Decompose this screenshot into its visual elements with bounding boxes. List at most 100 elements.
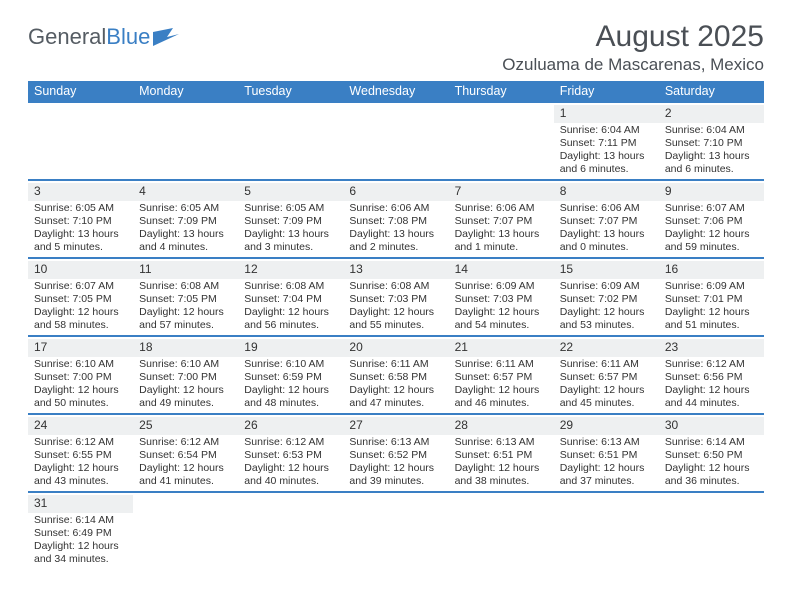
calendar-day-cell: 30Sunrise: 6:14 AMSunset: 6:50 PMDayligh… — [659, 414, 764, 492]
day-details: Sunrise: 6:14 AMSunset: 6:50 PMDaylight:… — [665, 436, 758, 489]
calendar-day-cell: 8Sunrise: 6:06 AMSunset: 7:07 PMDaylight… — [554, 180, 659, 258]
calendar-empty-cell — [659, 492, 764, 569]
day-number: 22 — [554, 339, 659, 357]
calendar-day-cell: 31Sunrise: 6:14 AMSunset: 6:49 PMDayligh… — [28, 492, 133, 569]
day-details: Sunrise: 6:13 AMSunset: 6:51 PMDaylight:… — [560, 436, 653, 489]
day-details: Sunrise: 6:14 AMSunset: 6:49 PMDaylight:… — [34, 514, 127, 567]
day-details: Sunrise: 6:12 AMSunset: 6:53 PMDaylight:… — [244, 436, 337, 489]
day-number: 3 — [28, 183, 133, 201]
day-number: 10 — [28, 261, 133, 279]
title-block: August 2025 Ozuluama de Mascarenas, Mexi… — [502, 20, 764, 75]
calendar-day-cell: 17Sunrise: 6:10 AMSunset: 7:00 PMDayligh… — [28, 336, 133, 414]
calendar-head: SundayMondayTuesdayWednesdayThursdayFrid… — [28, 81, 764, 102]
day-number: 5 — [238, 183, 343, 201]
calendar-day-cell: 21Sunrise: 6:11 AMSunset: 6:57 PMDayligh… — [449, 336, 554, 414]
day-number: 19 — [238, 339, 343, 357]
day-number: 12 — [238, 261, 343, 279]
calendar-day-cell: 13Sunrise: 6:08 AMSunset: 7:03 PMDayligh… — [343, 258, 448, 336]
calendar-week-row: 31Sunrise: 6:14 AMSunset: 6:49 PMDayligh… — [28, 492, 764, 569]
day-details: Sunrise: 6:12 AMSunset: 6:54 PMDaylight:… — [139, 436, 232, 489]
day-details: Sunrise: 6:08 AMSunset: 7:03 PMDaylight:… — [349, 280, 442, 333]
calendar-week-row: 10Sunrise: 6:07 AMSunset: 7:05 PMDayligh… — [28, 258, 764, 336]
day-details: Sunrise: 6:05 AMSunset: 7:09 PMDaylight:… — [244, 202, 337, 255]
calendar-day-cell: 23Sunrise: 6:12 AMSunset: 6:56 PMDayligh… — [659, 336, 764, 414]
calendar-day-cell: 18Sunrise: 6:10 AMSunset: 7:00 PMDayligh… — [133, 336, 238, 414]
day-details: Sunrise: 6:08 AMSunset: 7:05 PMDaylight:… — [139, 280, 232, 333]
day-number: 27 — [343, 417, 448, 435]
day-details: Sunrise: 6:13 AMSunset: 6:51 PMDaylight:… — [455, 436, 548, 489]
day-header: Saturday — [659, 81, 764, 102]
day-header: Sunday — [28, 81, 133, 102]
day-header: Monday — [133, 81, 238, 102]
day-details: Sunrise: 6:05 AMSunset: 7:09 PMDaylight:… — [139, 202, 232, 255]
day-number: 17 — [28, 339, 133, 357]
day-number: 6 — [343, 183, 448, 201]
calendar-day-cell: 6Sunrise: 6:06 AMSunset: 7:08 PMDaylight… — [343, 180, 448, 258]
day-details: Sunrise: 6:04 AMSunset: 7:10 PMDaylight:… — [665, 124, 758, 177]
day-number: 26 — [238, 417, 343, 435]
day-details: Sunrise: 6:09 AMSunset: 7:02 PMDaylight:… — [560, 280, 653, 333]
day-header: Wednesday — [343, 81, 448, 102]
calendar-day-cell: 22Sunrise: 6:11 AMSunset: 6:57 PMDayligh… — [554, 336, 659, 414]
day-number: 13 — [343, 261, 448, 279]
calendar-empty-cell — [28, 102, 133, 180]
calendar-day-cell: 7Sunrise: 6:06 AMSunset: 7:07 PMDaylight… — [449, 180, 554, 258]
calendar-day-cell: 25Sunrise: 6:12 AMSunset: 6:54 PMDayligh… — [133, 414, 238, 492]
day-details: Sunrise: 6:07 AMSunset: 7:05 PMDaylight:… — [34, 280, 127, 333]
day-header: Thursday — [449, 81, 554, 102]
day-number: 28 — [449, 417, 554, 435]
calendar-day-cell: 19Sunrise: 6:10 AMSunset: 6:59 PMDayligh… — [238, 336, 343, 414]
day-details: Sunrise: 6:04 AMSunset: 7:11 PMDaylight:… — [560, 124, 653, 177]
day-details: Sunrise: 6:11 AMSunset: 6:58 PMDaylight:… — [349, 358, 442, 411]
day-number: 4 — [133, 183, 238, 201]
calendar-week-row: 1Sunrise: 6:04 AMSunset: 7:11 PMDaylight… — [28, 102, 764, 180]
day-details: Sunrise: 6:05 AMSunset: 7:10 PMDaylight:… — [34, 202, 127, 255]
day-number: 29 — [554, 417, 659, 435]
calendar-empty-cell — [449, 102, 554, 180]
calendar-day-cell: 3Sunrise: 6:05 AMSunset: 7:10 PMDaylight… — [28, 180, 133, 258]
calendar-week-row: 24Sunrise: 6:12 AMSunset: 6:55 PMDayligh… — [28, 414, 764, 492]
page: GeneralBlue August 2025 Ozuluama de Masc… — [0, 0, 792, 580]
calendar-table: SundayMondayTuesdayWednesdayThursdayFrid… — [28, 81, 764, 570]
day-details: Sunrise: 6:10 AMSunset: 7:00 PMDaylight:… — [139, 358, 232, 411]
day-details: Sunrise: 6:12 AMSunset: 6:56 PMDaylight:… — [665, 358, 758, 411]
day-number: 16 — [659, 261, 764, 279]
day-number: 1 — [554, 105, 659, 123]
calendar-day-cell: 10Sunrise: 6:07 AMSunset: 7:05 PMDayligh… — [28, 258, 133, 336]
day-header-row: SundayMondayTuesdayWednesdayThursdayFrid… — [28, 81, 764, 102]
day-number: 30 — [659, 417, 764, 435]
day-number: 8 — [554, 183, 659, 201]
day-details: Sunrise: 6:07 AMSunset: 7:06 PMDaylight:… — [665, 202, 758, 255]
calendar-empty-cell — [554, 492, 659, 569]
day-number: 20 — [343, 339, 448, 357]
day-number: 24 — [28, 417, 133, 435]
day-details: Sunrise: 6:10 AMSunset: 6:59 PMDaylight:… — [244, 358, 337, 411]
day-details: Sunrise: 6:08 AMSunset: 7:04 PMDaylight:… — [244, 280, 337, 333]
brand-flag-icon — [153, 28, 179, 46]
calendar-empty-cell — [343, 102, 448, 180]
brand-text-blue: Blue — [106, 24, 150, 50]
calendar-day-cell: 26Sunrise: 6:12 AMSunset: 6:53 PMDayligh… — [238, 414, 343, 492]
day-header: Tuesday — [238, 81, 343, 102]
header: GeneralBlue August 2025 Ozuluama de Masc… — [28, 20, 764, 75]
calendar-day-cell: 16Sunrise: 6:09 AMSunset: 7:01 PMDayligh… — [659, 258, 764, 336]
calendar-empty-cell — [449, 492, 554, 569]
day-number: 14 — [449, 261, 554, 279]
day-number: 18 — [133, 339, 238, 357]
day-number: 15 — [554, 261, 659, 279]
calendar-day-cell: 24Sunrise: 6:12 AMSunset: 6:55 PMDayligh… — [28, 414, 133, 492]
day-number: 11 — [133, 261, 238, 279]
calendar-day-cell: 27Sunrise: 6:13 AMSunset: 6:52 PMDayligh… — [343, 414, 448, 492]
day-header: Friday — [554, 81, 659, 102]
calendar-day-cell: 14Sunrise: 6:09 AMSunset: 7:03 PMDayligh… — [449, 258, 554, 336]
day-details: Sunrise: 6:09 AMSunset: 7:01 PMDaylight:… — [665, 280, 758, 333]
calendar-empty-cell — [133, 492, 238, 569]
day-details: Sunrise: 6:12 AMSunset: 6:55 PMDaylight:… — [34, 436, 127, 489]
day-number: 9 — [659, 183, 764, 201]
day-details: Sunrise: 6:10 AMSunset: 7:00 PMDaylight:… — [34, 358, 127, 411]
calendar-day-cell: 9Sunrise: 6:07 AMSunset: 7:06 PMDaylight… — [659, 180, 764, 258]
day-details: Sunrise: 6:06 AMSunset: 7:07 PMDaylight:… — [560, 202, 653, 255]
day-number: 7 — [449, 183, 554, 201]
calendar-week-row: 17Sunrise: 6:10 AMSunset: 7:00 PMDayligh… — [28, 336, 764, 414]
day-details: Sunrise: 6:11 AMSunset: 6:57 PMDaylight:… — [560, 358, 653, 411]
